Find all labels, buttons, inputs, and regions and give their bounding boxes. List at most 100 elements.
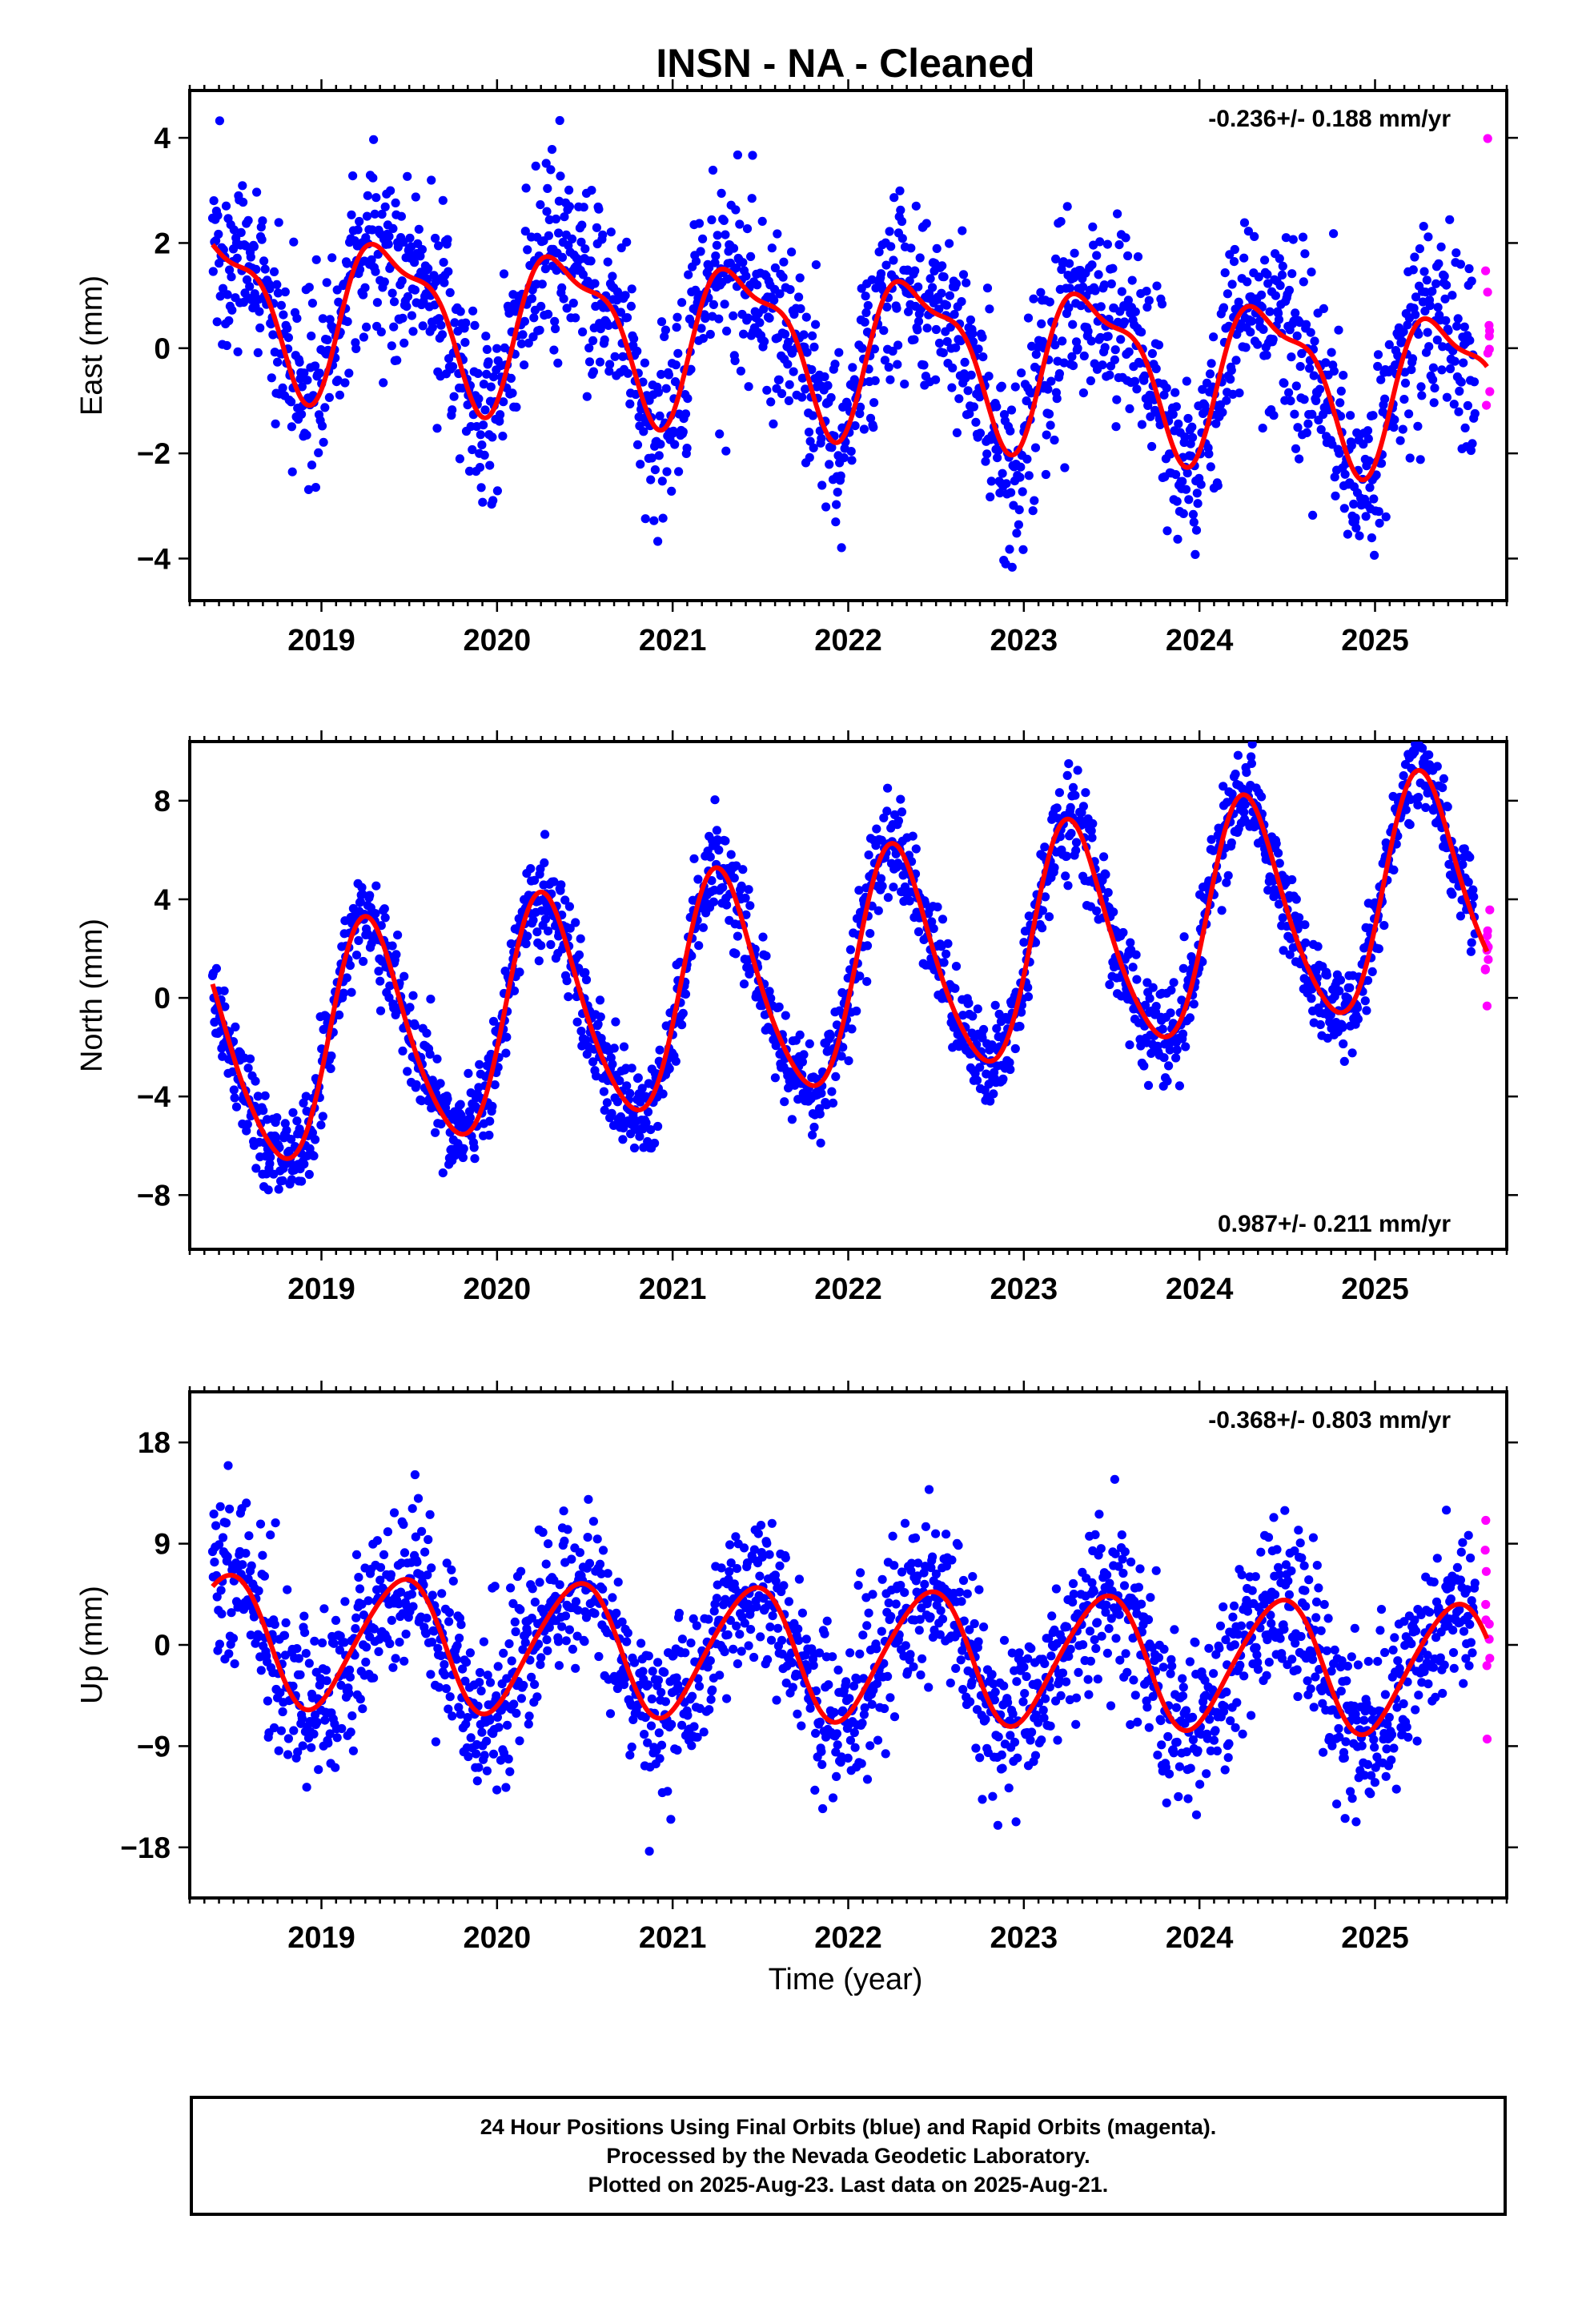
final-orbit-point [1307,409,1317,419]
final-orbit-point [658,513,668,523]
final-orbit-point [1442,392,1452,402]
final-orbit-point [1099,852,1109,862]
final-orbit-point [1466,445,1476,456]
final-orbit-point [496,1755,506,1765]
final-orbit-point [420,1547,430,1557]
final-orbit-point [540,830,550,839]
final-orbit-point [884,362,893,372]
final-orbit-point [1259,324,1268,334]
final-orbit-point [576,237,586,247]
final-orbit-point [354,935,363,946]
final-orbit-point [249,242,259,251]
final-orbit-point [432,1054,442,1063]
final-orbit-point [744,382,753,392]
final-orbit-point [215,292,225,301]
final-orbit-point [590,1609,600,1618]
final-orbit-point [857,1719,867,1728]
final-orbit-point [982,1069,991,1079]
final-orbit-point [658,1089,668,1099]
final-orbit-point [796,304,805,314]
final-orbit-point [265,1159,275,1168]
final-orbit-point [862,1775,873,1784]
final-orbit-point [1030,496,1039,505]
final-orbit-point [233,347,243,356]
final-orbit-point [1464,877,1473,887]
final-orbit-point [733,931,743,941]
final-orbit-point [1124,347,1134,356]
final-orbit-point [475,1667,485,1678]
final-orbit-point [396,211,406,221]
final-orbit-point [1291,895,1301,904]
final-orbit-point [863,300,873,311]
final-orbit-point [208,267,218,276]
final-orbit-point [603,1569,612,1578]
final-orbit-point [225,1504,235,1514]
final-orbit-point [559,1506,568,1516]
final-orbit-point [1422,275,1431,285]
final-orbit-point [772,1695,781,1705]
final-orbit-point [1087,260,1097,270]
final-orbit-point [278,383,287,392]
final-orbit-point [1277,270,1287,279]
final-orbit-point [1064,303,1074,312]
final-orbit-point [1017,1007,1026,1017]
final-orbit-point [1014,505,1024,515]
final-orbit-point [1171,402,1181,412]
final-orbit-point [635,1132,644,1141]
final-orbit-point [1410,747,1419,757]
final-orbit-point [307,460,317,470]
final-orbit-point [488,1749,499,1759]
final-orbit-point [464,466,475,476]
final-orbit-point [360,283,370,292]
final-orbit-point [524,1719,533,1729]
final-orbit-point [971,417,981,427]
rate-label: -0.236+/- 0.188 mm/yr [1208,106,1451,132]
final-orbit-point [741,271,751,281]
final-orbit-point [385,981,395,991]
final-orbit-point [339,1638,349,1647]
final-orbit-point [1121,233,1130,243]
final-orbit-point [1051,254,1061,263]
final-orbit-point [1335,986,1344,995]
final-orbit-point [839,453,849,463]
final-orbit-point [844,1056,853,1066]
final-orbit-point [494,1723,504,1732]
final-orbit-point [1189,517,1199,527]
final-orbit-point [287,1135,296,1144]
final-orbit-point [1355,531,1364,541]
final-orbit-point [547,145,557,155]
final-orbit-point [957,297,966,307]
final-orbit-point [417,1526,427,1536]
final-orbit-point [618,1135,628,1144]
final-orbit-point [292,1116,302,1126]
final-orbit-point [1375,518,1384,528]
final-orbit-point [218,1533,228,1542]
final-orbit-point [562,976,572,986]
final-orbit-point [869,423,878,432]
final-orbit-point [434,314,444,324]
final-orbit-point [911,201,921,211]
final-orbit-point [367,255,376,264]
final-orbit-point [779,257,789,267]
final-orbit-point [808,1130,817,1140]
final-orbit-point [1466,947,1476,956]
final-orbit-point [1046,420,1055,430]
final-orbit-point [276,300,286,310]
final-orbit-point [1198,384,1207,394]
final-orbit-point [1184,495,1194,505]
final-orbit-point [855,408,865,419]
final-orbit-point [854,886,864,895]
final-orbit-point [386,186,396,195]
final-orbit-point [687,1741,697,1751]
final-orbit-point [1217,906,1227,915]
final-orbit-point [351,951,362,960]
final-orbit-point [560,895,570,905]
final-orbit-point [371,909,380,919]
final-orbit-point [485,1678,496,1687]
final-orbit-point [646,475,656,485]
final-orbit-point [683,1711,693,1720]
final-orbit-point [747,194,757,203]
final-orbit-point [274,1746,283,1755]
final-orbit-point [492,344,502,353]
final-orbit-point [821,502,831,512]
